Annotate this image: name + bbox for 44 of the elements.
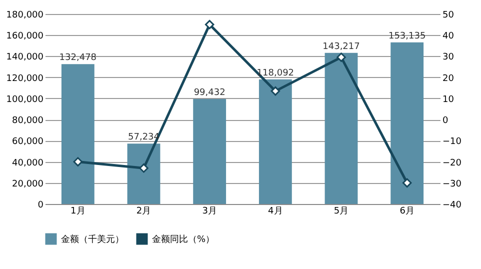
- y-tick-label: 60,000: [12, 137, 44, 148]
- legend-label: 金额同比（%）: [152, 234, 215, 245]
- bar: [258, 79, 292, 204]
- y-tick-label: 20,000: [12, 179, 44, 190]
- point: [336, 52, 346, 62]
- y-tick-label: 40,000: [12, 158, 44, 168]
- y2-tick-label: −40: [442, 200, 462, 210]
- point: [270, 86, 280, 96]
- y-tick-label: 100,000: [6, 94, 44, 105]
- y2-tick-label: 40: [442, 32, 454, 42]
- legend-label: 金额（千美元）: [61, 234, 124, 245]
- y-tick-label: 120,000: [6, 74, 44, 84]
- y-tick-label: 140,000: [6, 52, 44, 63]
- bar: [193, 99, 226, 204]
- y2-tick-label: 0: [442, 116, 448, 126]
- point: [402, 178, 412, 188]
- x-tick-label: 2月: [136, 206, 152, 216]
- y2-tick-label: 10: [442, 94, 454, 105]
- bar: [127, 144, 160, 204]
- y2-tick-label: 20: [442, 74, 454, 84]
- y2-tick-label: 50: [442, 10, 454, 20]
- y-tick-label: 160,000: [6, 32, 44, 42]
- data-label: 143,217: [322, 42, 360, 52]
- data-label: 99,432: [194, 88, 226, 98]
- bar: [324, 52, 358, 204]
- y2-tick-label: −30: [442, 179, 462, 190]
- point: [204, 20, 214, 30]
- x-tick-label: 5月: [334, 206, 349, 216]
- bar: [390, 42, 424, 204]
- y2-tick-label: −20: [442, 158, 462, 168]
- point: [139, 163, 148, 173]
- bar: [61, 64, 94, 204]
- data-label: 132,478: [59, 53, 97, 64]
- y-tick-label: 180,000: [6, 10, 44, 20]
- x-tick-label: 6月: [400, 206, 414, 216]
- point: [73, 157, 83, 166]
- x-tick-label: 4月: [268, 206, 283, 216]
- x-tick-label: 1月: [70, 206, 86, 216]
- y-tick-label: 0: [38, 200, 44, 210]
- y-tick-label: 80,000: [12, 116, 44, 126]
- data-label: 153,135: [388, 31, 426, 42]
- y2-tick-label: 30: [442, 52, 454, 63]
- y2-tick-label: −10: [442, 137, 462, 148]
- x-tick-label: 3月: [202, 206, 217, 216]
